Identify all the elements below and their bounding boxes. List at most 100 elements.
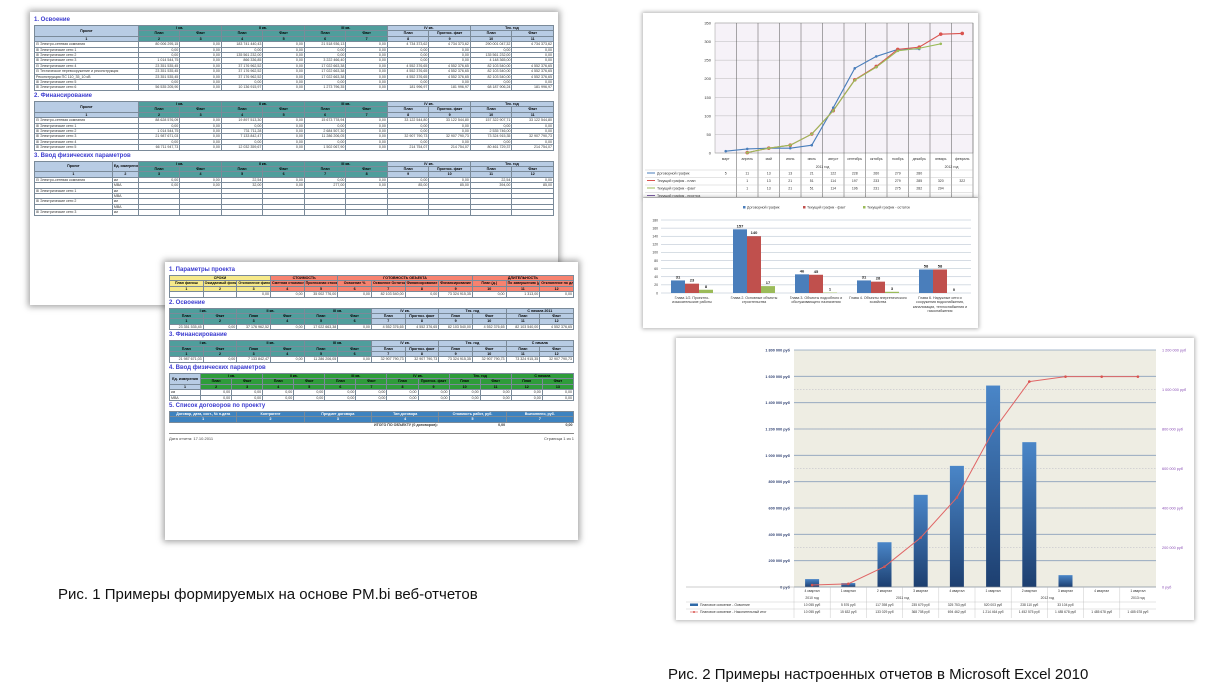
bar-chart-panel: Договорной график Текущий график - факт Те… xyxy=(643,198,978,328)
cell-value: 4 552 376,65 xyxy=(471,323,507,331)
row-name: ⊞ Электрические сети 1 xyxy=(34,187,113,195)
subheader-row: План Факт План Факт План Факт План Прогноз. фак… xyxy=(170,378,575,385)
cell-value: 0,00 xyxy=(293,394,326,401)
data-point xyxy=(745,147,749,151)
data-point xyxy=(1136,375,1140,378)
cell-value: 73 324 915,35 xyxy=(505,356,541,363)
cell-value xyxy=(345,209,388,216)
subheader-row: План Факт План Факт План Факт План Прогноз. фак… xyxy=(35,106,554,113)
row-name: ⊞ Электрические сети 2 xyxy=(34,198,113,205)
column-header: Сметная стоимость в тек. ценах, без НДС xyxy=(269,280,305,287)
group-header: III кв. xyxy=(303,100,388,108)
combo-chart: 0 руб 200 000 руб 400 000 руб 600 000 руб 80… xyxy=(686,349,1187,618)
table-value: 197 xyxy=(852,179,858,183)
table-value: 1 452 575 руб xyxy=(1019,610,1040,614)
table-value: 21 xyxy=(788,187,792,191)
cell-value: 21 987 671,03 xyxy=(169,356,204,363)
cell-value: 0,00 xyxy=(202,356,238,363)
group-header: С начала 2011 xyxy=(505,307,575,315)
table-value: 279 xyxy=(895,172,901,176)
cell-value: 10 136 915,97 xyxy=(220,84,264,91)
group-header: II кв. xyxy=(220,160,305,167)
group-header: С начала xyxy=(505,340,575,347)
x-category-label: Глава 1/2. Проектно-изыскательские работ… xyxy=(672,296,712,305)
legend-label: Текущий график - факт xyxy=(657,187,696,191)
cell-value: 181 996,97 xyxy=(386,84,430,91)
column-header: Факт xyxy=(511,165,554,173)
cell-value xyxy=(220,209,264,216)
table-value: 520 003 руб xyxy=(984,603,1002,607)
column-header: Отклонение финиша от плана (д.) xyxy=(236,280,271,287)
column-index: 3 xyxy=(236,318,271,325)
data-point xyxy=(1028,380,1031,383)
x-tick-label: январь xyxy=(935,157,947,161)
group-header: Тек. год xyxy=(469,24,555,32)
bar xyxy=(761,286,775,293)
group-header: С начала xyxy=(510,372,575,380)
y-tick-label: 50 xyxy=(707,132,712,137)
legend-label: Текущий график - остаток xyxy=(867,206,910,210)
data-point xyxy=(939,42,943,46)
column-index: 3 xyxy=(236,351,271,358)
cell-value: 73 324 915,35 xyxy=(438,356,473,363)
section-title: 2. Освоение xyxy=(169,299,205,306)
figure-1-caption: Рис. 1 Примеры формируемых на основе PM.… xyxy=(58,586,478,603)
table-value: 325 753 руб xyxy=(948,603,966,607)
y-tick-label: 1 600 000 руб xyxy=(765,375,790,379)
table-value: 51 xyxy=(810,187,814,191)
data-label: 23 xyxy=(690,278,695,283)
column-header: План xyxy=(370,312,406,320)
column-index: 6 xyxy=(337,351,372,358)
table-value: 368 708 руб xyxy=(912,610,930,614)
column-index: 4 xyxy=(269,351,305,358)
y2-tick-label: 800 000 руб xyxy=(1162,428,1184,432)
table-row: МВА xyxy=(34,192,554,200)
index-row: 1 2 3 4 5 6 7 8 9 10 11 12 xyxy=(169,318,574,325)
table-value: 1 485 678 руб xyxy=(1055,610,1076,614)
cell-value: 0,00 xyxy=(269,356,305,363)
cell-value: 214 754,07 xyxy=(511,144,554,151)
data-point xyxy=(788,143,792,147)
data-label: 58 xyxy=(924,263,929,268)
cell-value xyxy=(511,209,554,216)
year-label: 2013 год xyxy=(1131,596,1144,600)
bar xyxy=(795,274,809,293)
cell-value: 7 133 842,47 xyxy=(236,356,271,363)
row-name: ⊟ Техническое перевооружение и реконстру… xyxy=(34,68,139,75)
table-value: 13 xyxy=(788,172,792,176)
table-value: 275 xyxy=(895,187,901,191)
legend-label: Договорной график xyxy=(747,206,780,210)
table-value: 15 632 руб xyxy=(840,610,856,614)
bar xyxy=(685,283,699,293)
section-title: 3. Ввод физических параметров xyxy=(34,152,131,159)
column-index: 6 xyxy=(337,285,372,293)
bar xyxy=(986,385,1001,587)
column-header: Факт xyxy=(269,312,305,320)
column-header: План xyxy=(303,345,339,353)
x-tick-label: июль xyxy=(808,157,817,161)
column-index: 12 xyxy=(539,285,574,293)
column-index: 12 xyxy=(511,171,554,178)
row-name: МВА xyxy=(168,394,202,401)
y-tick-label: 160 xyxy=(652,226,658,230)
year-label: 2011 год xyxy=(816,165,830,169)
column-index: 10 xyxy=(471,285,507,293)
y-tick-label: 300 xyxy=(704,39,711,44)
cell-value: 0,00 xyxy=(510,394,543,401)
row-name: ⊞ Электрические сети 6 xyxy=(34,84,139,91)
data-point xyxy=(853,78,857,82)
y-tick-label: 1 400 000 руб xyxy=(765,401,790,405)
column-header: План xyxy=(236,312,271,320)
table-row: 21 987 671,03 0,00 7 133 842,47 0,00 11 286 … xyxy=(169,356,574,363)
column-header: Финансирование Остаток xyxy=(438,280,473,287)
table-value: 122 xyxy=(830,172,836,176)
column-header: План xyxy=(438,312,473,320)
column-header: План xyxy=(438,345,473,353)
cell-value: 1 502 067,90 xyxy=(303,144,347,151)
cell-value: 82 103 540,00 xyxy=(370,291,406,298)
table-value: 51 xyxy=(810,179,814,183)
legend-label: Текущий график - факт xyxy=(807,206,846,210)
data-label: 58 xyxy=(938,263,943,268)
y-tick-label: 20 xyxy=(654,283,658,287)
